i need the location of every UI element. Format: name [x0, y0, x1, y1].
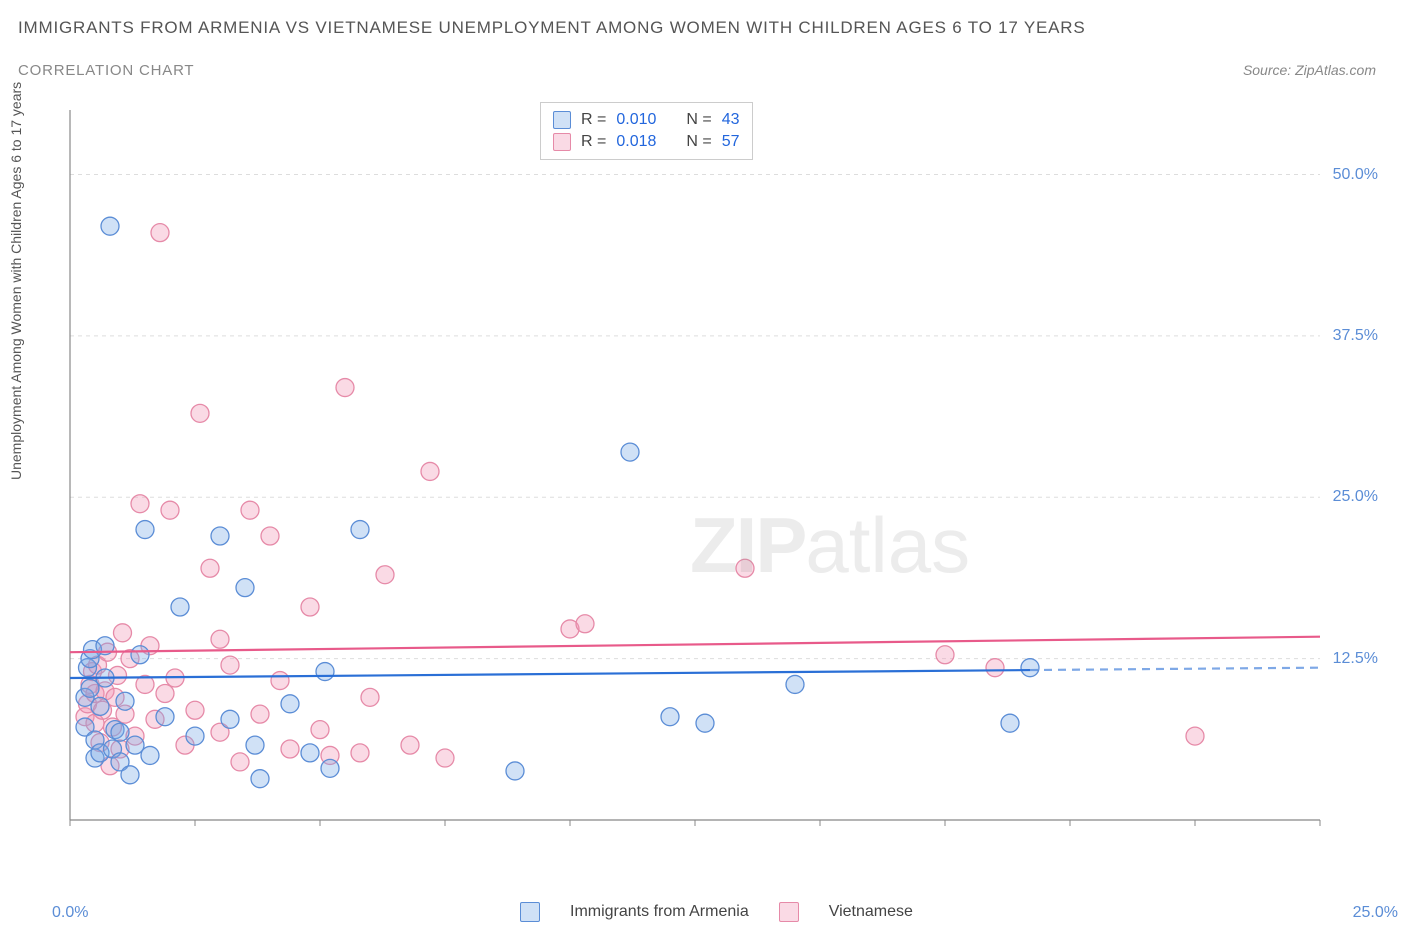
stat-r-label: R = [581, 111, 606, 129]
source-attribution: Source: ZipAtlas.com [1243, 62, 1376, 78]
swatch-series1 [553, 111, 571, 129]
stat-n-value-series2: 57 [722, 133, 740, 151]
y-tick-label: 37.5% [1333, 327, 1378, 345]
stat-r-value-series1: 0.010 [616, 111, 656, 129]
swatch-series2 [553, 133, 571, 151]
stat-r-label: R = [581, 133, 606, 151]
stat-r-value-series2: 0.018 [616, 133, 656, 151]
y-tick-label: 25.0% [1333, 488, 1378, 506]
chart-subtitle: CORRELATION CHART [18, 62, 194, 79]
y-axis-label: Unemployment Among Women with Children A… [8, 82, 24, 480]
legend-swatch-series1 [520, 902, 540, 922]
legend-label-series1: Immigrants from Armenia [570, 903, 749, 921]
stat-n-label: N = [686, 111, 711, 129]
legend-swatch-series2 [779, 902, 799, 922]
bottom-legend: Immigrants from Armenia Vietnamese [520, 902, 913, 922]
stat-n-value-series1: 43 [722, 111, 740, 129]
x-axis-min-label: 0.0% [52, 904, 88, 922]
y-tick-label: 12.5% [1333, 650, 1378, 668]
x-axis-max-label: 25.0% [1353, 904, 1398, 922]
chart-area: 12.5%25.0%37.5%50.0% ZIPatlas [50, 100, 1380, 860]
y-tick-label: 50.0% [1333, 166, 1378, 184]
chart-title: IMMIGRANTS FROM ARMENIA VS VIETNAMESE UN… [18, 18, 1086, 38]
stat-n-label: N = [686, 133, 711, 151]
stats-row-series1: R = 0.010 N = 43 [553, 109, 740, 131]
stats-row-series2: R = 0.018 N = 57 [553, 131, 740, 153]
legend-label-series2: Vietnamese [829, 903, 913, 921]
stats-legend-box: R = 0.010 N = 43 R = 0.018 N = 57 [540, 102, 753, 160]
scatter-plot [50, 100, 1380, 860]
